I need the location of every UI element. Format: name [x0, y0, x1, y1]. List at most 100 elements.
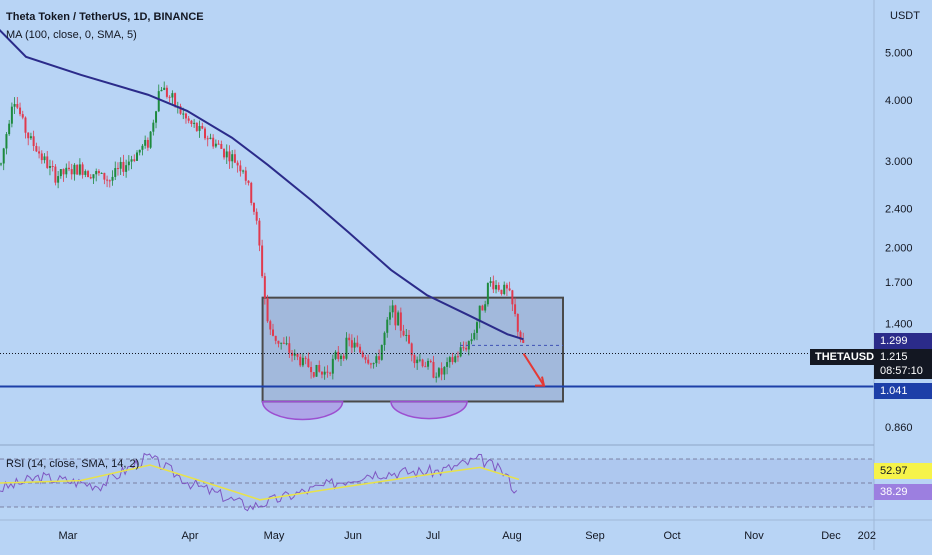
- candle-body[interactable]: [209, 137, 212, 139]
- candle-body[interactable]: [380, 344, 383, 360]
- projection-arrow[interactable]: [522, 353, 545, 387]
- candle-body[interactable]: [57, 176, 60, 183]
- candle-body[interactable]: [182, 113, 185, 115]
- candle-body[interactable]: [429, 360, 432, 362]
- candle-body[interactable]: [301, 357, 304, 366]
- candle-body[interactable]: [405, 334, 408, 336]
- candle-body[interactable]: [46, 156, 49, 168]
- candle-body[interactable]: [432, 361, 435, 378]
- candle-body[interactable]: [201, 126, 204, 129]
- rsi-line[interactable]: [0, 452, 518, 512]
- candle-body[interactable]: [54, 166, 57, 183]
- candle-body[interactable]: [204, 128, 206, 139]
- candle-body[interactable]: [508, 288, 511, 291]
- candle-body[interactable]: [127, 161, 130, 166]
- candle-body[interactable]: [312, 372, 315, 377]
- candle-body[interactable]: [478, 305, 481, 323]
- candle-body[interactable]: [157, 91, 160, 112]
- candle-body[interactable]: [59, 169, 62, 177]
- candle-body[interactable]: [8, 123, 11, 135]
- candle-body[interactable]: [29, 136, 32, 139]
- candle-body[interactable]: [233, 154, 236, 163]
- candle-body[interactable]: [146, 139, 149, 148]
- candle-body[interactable]: [141, 145, 144, 150]
- candle-body[interactable]: [266, 298, 269, 322]
- candle-body[interactable]: [505, 284, 508, 289]
- candle-body[interactable]: [421, 359, 424, 367]
- candle-body[interactable]: [114, 168, 117, 177]
- candle-body[interactable]: [51, 166, 54, 168]
- candle-body[interactable]: [2, 148, 5, 164]
- candle-body[interactable]: [100, 172, 103, 174]
- candle-body[interactable]: [318, 364, 321, 372]
- candle-body[interactable]: [372, 363, 375, 365]
- candle-body[interactable]: [481, 305, 484, 311]
- candle-body[interactable]: [310, 367, 313, 373]
- candle-body[interactable]: [242, 170, 245, 172]
- candle-body[interactable]: [87, 171, 90, 178]
- candle-body[interactable]: [149, 131, 152, 148]
- candle-body[interactable]: [68, 167, 70, 170]
- candle-body[interactable]: [231, 154, 234, 162]
- candle-body[interactable]: [133, 159, 136, 161]
- candle-body[interactable]: [413, 355, 416, 364]
- candle-body[interactable]: [179, 106, 182, 114]
- candle-body[interactable]: [459, 347, 462, 357]
- candle-body[interactable]: [111, 176, 114, 181]
- candle-body[interactable]: [195, 122, 198, 131]
- candle-body[interactable]: [323, 371, 326, 375]
- candle-body[interactable]: [10, 106, 13, 124]
- candle-body[interactable]: [378, 356, 381, 360]
- candle-body[interactable]: [503, 284, 506, 294]
- candle-body[interactable]: [288, 343, 291, 353]
- candle-body[interactable]: [437, 368, 440, 377]
- candle-body[interactable]: [353, 342, 356, 348]
- candle-body[interactable]: [206, 138, 209, 140]
- candle-body[interactable]: [369, 363, 372, 365]
- candle-body[interactable]: [155, 111, 158, 123]
- candle-body[interactable]: [424, 366, 427, 368]
- candle-body[interactable]: [223, 148, 226, 158]
- candle-body[interactable]: [331, 358, 334, 374]
- candle-body[interactable]: [108, 180, 111, 182]
- candle-body[interactable]: [277, 340, 280, 344]
- candle-body[interactable]: [263, 276, 266, 299]
- candle-body[interactable]: [225, 151, 228, 158]
- candle-body[interactable]: [462, 347, 465, 349]
- candle-body[interactable]: [386, 319, 389, 333]
- candle-body[interactable]: [514, 304, 517, 315]
- candle-body[interactable]: [337, 351, 340, 360]
- candle-body[interactable]: [320, 371, 323, 375]
- candle-body[interactable]: [125, 165, 128, 172]
- candle-body[interactable]: [399, 312, 402, 331]
- candle-body[interactable]: [296, 353, 299, 357]
- candle-body[interactable]: [32, 136, 35, 147]
- candle-body[interactable]: [522, 339, 525, 343]
- candle-body[interactable]: [315, 364, 318, 377]
- candle-body[interactable]: [24, 117, 27, 133]
- candle-body[interactable]: [350, 340, 353, 348]
- candle-body[interactable]: [356, 342, 359, 347]
- candle-body[interactable]: [214, 143, 217, 147]
- candle-body[interactable]: [212, 137, 215, 147]
- candle-body[interactable]: [307, 358, 310, 368]
- candle-body[interactable]: [97, 171, 100, 174]
- candle-body[interactable]: [408, 334, 410, 344]
- candle-body[interactable]: [416, 359, 419, 364]
- candle-body[interactable]: [255, 211, 258, 221]
- candle-body[interactable]: [394, 305, 397, 326]
- candle-body[interactable]: [299, 356, 302, 366]
- candle-body[interactable]: [269, 321, 272, 330]
- candle-body[interactable]: [160, 89, 163, 92]
- candle-body[interactable]: [410, 343, 413, 356]
- candle-body[interactable]: [165, 87, 168, 97]
- candle-body[interactable]: [492, 281, 495, 290]
- candle-body[interactable]: [470, 339, 473, 342]
- candle-body[interactable]: [500, 289, 503, 294]
- candle-body[interactable]: [340, 355, 342, 360]
- candle-body[interactable]: [84, 171, 87, 175]
- candle-body[interactable]: [511, 290, 514, 305]
- candle-body[interactable]: [184, 113, 187, 119]
- candle-body[interactable]: [43, 156, 46, 161]
